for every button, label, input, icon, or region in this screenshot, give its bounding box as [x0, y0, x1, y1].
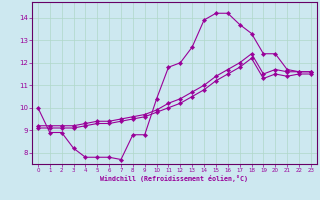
X-axis label: Windchill (Refroidissement éolien,°C): Windchill (Refroidissement éolien,°C): [100, 175, 248, 182]
